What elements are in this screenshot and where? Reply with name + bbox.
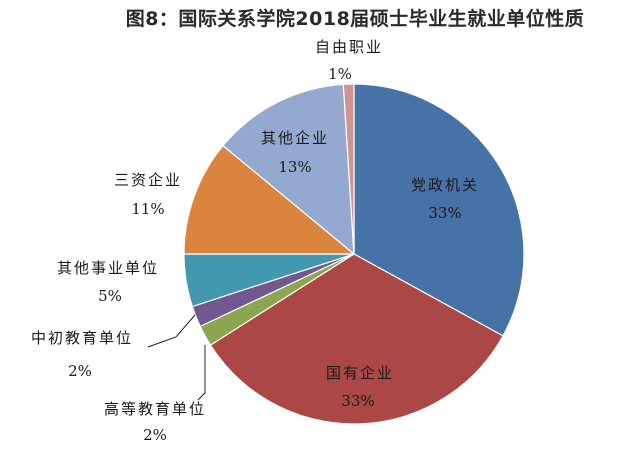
slice-value-4: 5% [98, 287, 122, 305]
leader-line-3 [147, 314, 196, 348]
slice-6 [222, 83, 355, 256]
slice-value-3: 2% [68, 362, 92, 380]
slice-value-1: 33% [341, 392, 374, 410]
slice-label-0: 党政机关 [411, 176, 479, 194]
slice-label-1: 国有企业 [326, 364, 394, 382]
slice-0 [353, 83, 525, 337]
slice-5 [183, 144, 356, 255]
slice-label-6: 其他企业 [261, 129, 329, 147]
slice-1 [209, 253, 504, 425]
slice-value-6: 13% [278, 158, 311, 176]
slice-value-2: 2% [143, 426, 167, 444]
slice-label-3: 中初教育单位 [31, 329, 133, 347]
slice-value-0: 33% [428, 204, 461, 222]
slice-value-5: 11% [131, 200, 164, 218]
slice-label-7: 自由职业 [315, 38, 383, 56]
leader-line-2 [197, 345, 206, 401]
slice-label-4: 其他事业单位 [57, 259, 159, 277]
slice-7 [342, 83, 355, 255]
chart-title: 图8：国际关系学院2018届硕士毕业生就业单位性质 [125, 8, 585, 30]
slice-label-2: 高等教育单位 [104, 400, 206, 418]
slice-label-5: 三资企业 [114, 171, 182, 189]
slice-value-7: 1% [328, 65, 352, 83]
